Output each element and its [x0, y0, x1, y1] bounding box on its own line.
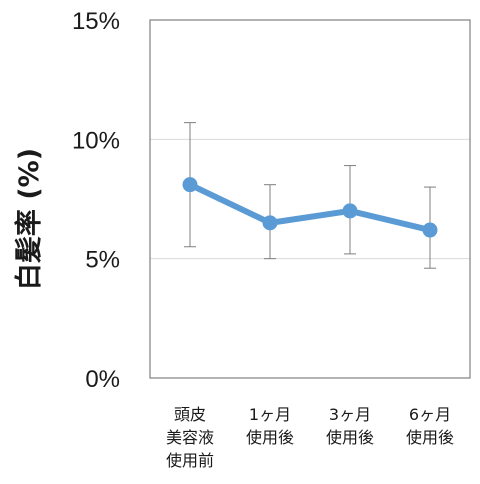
x-category-label-line: 6ヶ月: [409, 405, 451, 424]
plot-area-frame: [149, 19, 471, 379]
y-tick-label: 0%: [85, 366, 120, 393]
x-category-label: 1ヶ月使用後: [246, 405, 294, 447]
x-category-label-line: 使用前: [166, 451, 214, 470]
x-category-label-line: 美容液: [166, 428, 214, 447]
x-category-label-line: 使用後: [406, 428, 454, 447]
data-point: [262, 215, 278, 231]
gridlines: [150, 138, 470, 260]
x-category-label-line: 使用後: [246, 428, 294, 447]
y-axis-title: 白髪率 (%): [13, 148, 45, 290]
y-tick-label: 15%: [72, 8, 120, 35]
error-bars: [184, 122, 436, 269]
x-category-label-line: 1ヶ月: [249, 405, 291, 424]
y-tick-label: 5%: [85, 247, 120, 274]
x-category-label-line: 使用後: [326, 428, 374, 447]
y-tick-label: 10%: [72, 127, 120, 154]
data-point: [182, 177, 198, 193]
series-line: [187, 181, 433, 234]
data-point: [422, 222, 438, 238]
data-series: [182, 177, 438, 238]
y-axis-ticks: 0% 5% 10% 15%: [72, 8, 120, 393]
x-category-label: 3ヶ月使用後: [326, 405, 374, 447]
data-point: [342, 203, 358, 219]
x-category-label: 6ヶ月使用後: [406, 405, 454, 447]
x-category-label: 頭皮美容液使用前: [166, 405, 214, 470]
x-category-label-line: 3ヶ月: [329, 405, 371, 424]
x-category-label-line: 頭皮: [174, 405, 206, 424]
